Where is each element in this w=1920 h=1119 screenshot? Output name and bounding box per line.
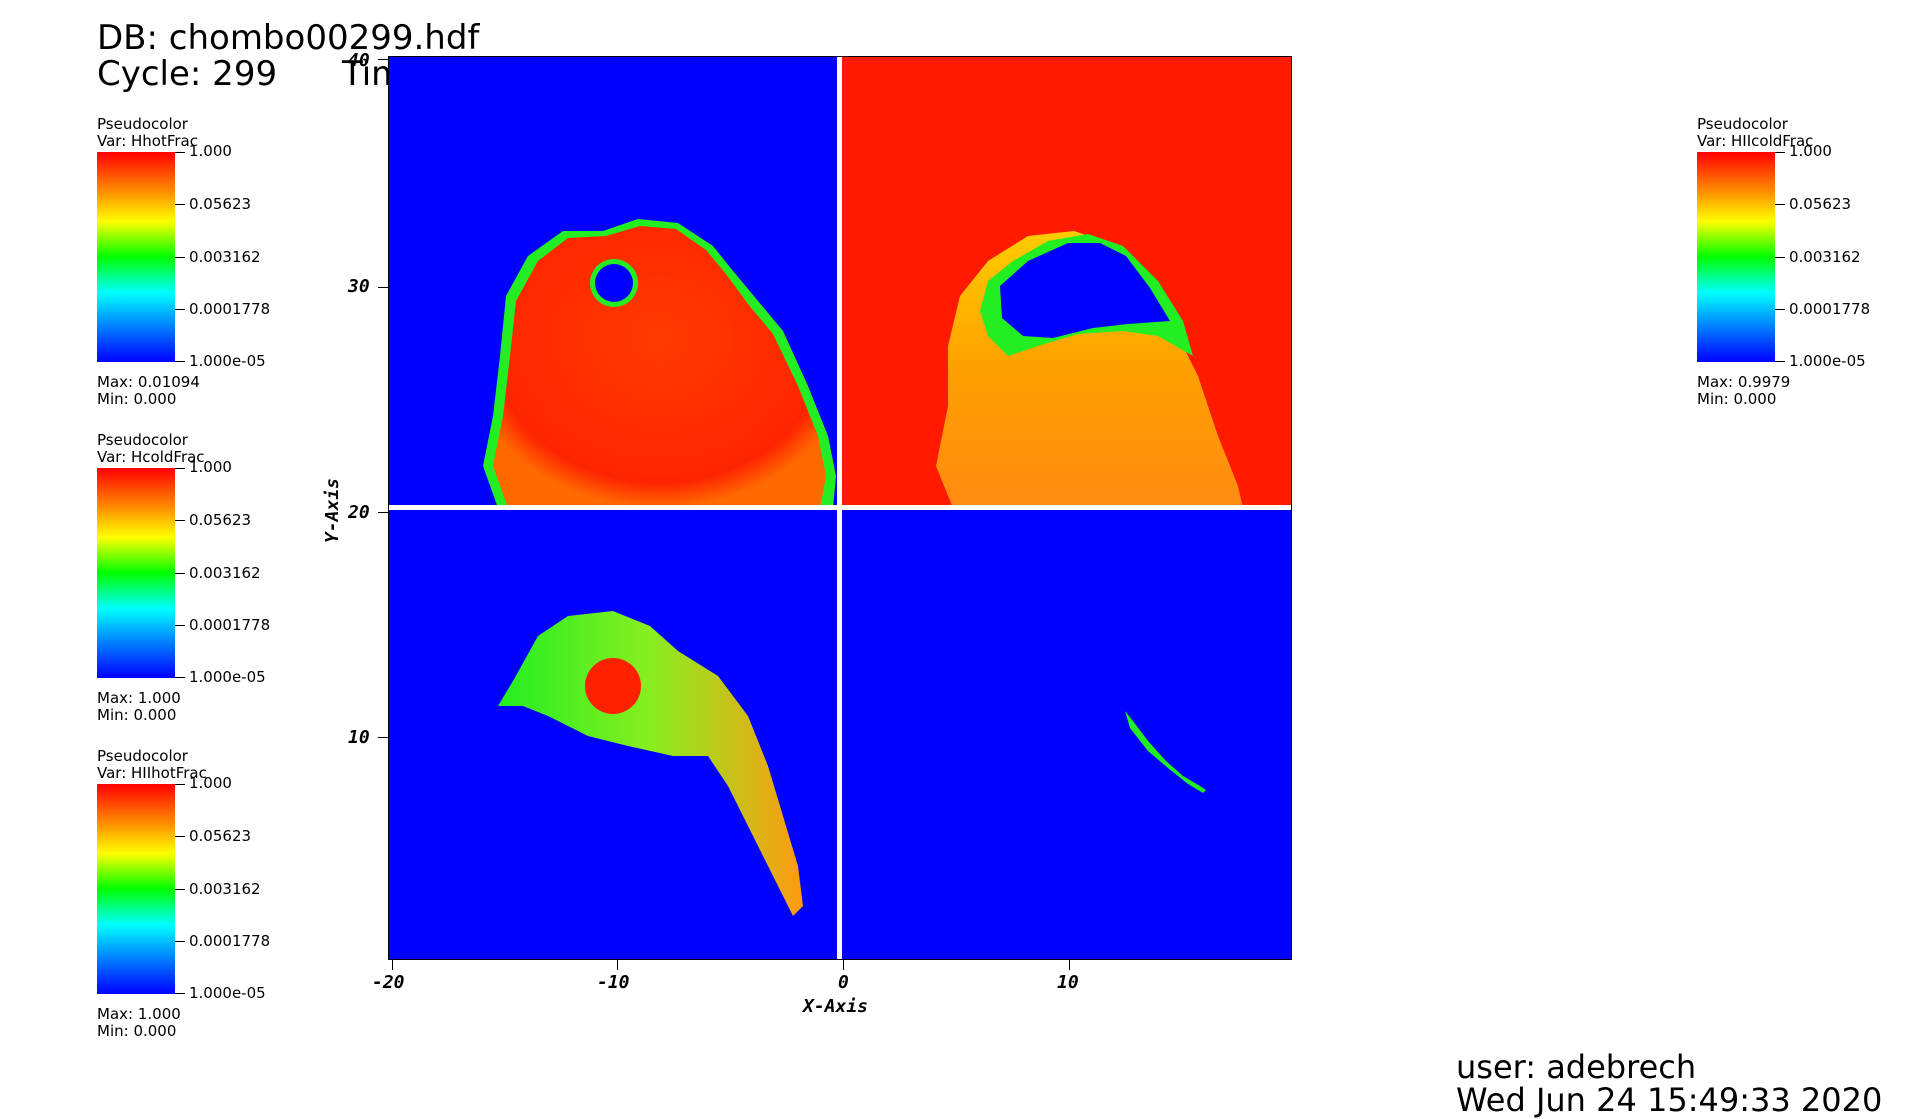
legend-title: Pseudocolor — [1697, 115, 1788, 133]
x-tick-label: 0 — [838, 972, 849, 993]
database-label: DB: chombo00299.hdf — [97, 18, 480, 58]
plot-frame — [388, 56, 1292, 960]
user-label: user: adebrech — [1456, 1048, 1697, 1086]
tick-label: 1.000 — [189, 142, 232, 160]
tick-label: 0.05623 — [189, 195, 252, 213]
tick-label: 0.0001778 — [189, 932, 271, 950]
tick-label: 1.000e-05 — [189, 352, 266, 370]
legend-var: Var: HIIhotFrac — [97, 764, 207, 782]
legend-var: Var: HhotFrac — [97, 132, 199, 150]
color-bar — [97, 784, 175, 994]
color-bar — [97, 152, 175, 362]
tick-label: 0.003162 — [1789, 248, 1861, 266]
x-major-tick — [617, 960, 618, 970]
hot-region-cloud — [493, 226, 826, 508]
legend-min: Min: 0.000 — [1697, 390, 1777, 408]
date-label: Wed Jun 24 15:49:33 2020 — [1456, 1081, 1883, 1119]
ionized-clump — [585, 658, 641, 714]
x-tick-label: -10 — [597, 972, 630, 993]
quadrant-bottom-right — [840, 508, 1292, 960]
tick-label: 0.003162 — [189, 564, 261, 582]
tick-label: 1.000e-05 — [1789, 352, 1866, 370]
tick-label: 1.000e-05 — [189, 668, 266, 686]
legend-min: Min: 0.000 — [97, 1022, 177, 1040]
tick-label: 0.0001778 — [189, 300, 271, 318]
legend-hhotfrac: Pseudocolor Var: HhotFrac 1.000 0.05623 … — [97, 116, 357, 416]
x-tick-label: -20 — [372, 972, 405, 993]
legend-max: Max: 1.000 — [97, 1005, 181, 1023]
color-bar — [97, 468, 175, 678]
plot-canvas — [388, 56, 1292, 960]
ionized-filament — [1125, 711, 1206, 793]
legend-var: Var: HIIcoldFrac — [1697, 132, 1814, 150]
x-major-tick — [843, 960, 844, 970]
legend-title: Pseudocolor — [97, 115, 188, 133]
legend-title: Pseudocolor — [97, 747, 188, 765]
cold-cavity — [1000, 243, 1170, 338]
y-major-tick — [378, 512, 388, 513]
legend-hiicoldfrac: Pseudocolor Var: HIIcoldFrac 1.000 0.056… — [1697, 116, 1920, 416]
tick-label: 0.05623 — [1789, 195, 1852, 213]
y-tick-label: 20 — [348, 502, 370, 523]
legend-var: Var: HcoldFrac — [97, 448, 205, 466]
horizontal-separator — [388, 505, 1292, 510]
y-major-tick — [378, 59, 388, 60]
tick-label: 0.003162 — [189, 248, 261, 266]
y-axis-title: Y-Axis — [322, 477, 344, 544]
color-bar — [1697, 152, 1775, 362]
legend-min: Min: 0.000 — [97, 706, 177, 724]
tick-label: 1.000 — [1789, 142, 1832, 160]
cold-clump-core — [595, 264, 633, 302]
legend-max: Max: 1.000 — [97, 689, 181, 707]
x-major-tick — [1069, 960, 1070, 970]
y-tick-label: 10 — [348, 727, 370, 748]
tick-label: 0.0001778 — [1789, 300, 1871, 318]
tick-label: 0.003162 — [189, 880, 261, 898]
y-major-tick — [378, 737, 388, 738]
legend-max: Max: 0.9979 — [1697, 373, 1791, 391]
y-major-tick — [378, 287, 388, 288]
legend-min: Min: 0.000 — [97, 390, 177, 408]
y-tick-label: 30 — [348, 276, 370, 297]
legend-hiihotfrac: Pseudocolor Var: HIIhotFrac 1.000 0.0562… — [97, 748, 357, 1048]
legend-hcoldfrac: Pseudocolor Var: HcoldFrac 1.000 0.05623… — [97, 432, 357, 732]
cycle-label: Cycle: 299 — [97, 54, 278, 94]
pseudocolor-plot — [388, 56, 1292, 960]
x-axis-title: X-Axis — [803, 996, 869, 1017]
hot-ionized-wake — [498, 611, 803, 916]
tick-label: 0.05623 — [189, 827, 252, 845]
x-tick-label: 10 — [1057, 972, 1079, 993]
y-tick-label: 40 — [348, 50, 370, 71]
tick-label: 1.000 — [189, 458, 232, 476]
tick-label: 1.000 — [189, 774, 232, 792]
tick-label: 0.05623 — [189, 511, 252, 529]
legend-max: Max: 0.01094 — [97, 373, 200, 391]
tick-label: 1.000e-05 — [189, 984, 266, 1002]
x-major-tick — [392, 960, 393, 970]
legend-title: Pseudocolor — [97, 431, 188, 449]
tick-label: 0.0001778 — [189, 616, 271, 634]
